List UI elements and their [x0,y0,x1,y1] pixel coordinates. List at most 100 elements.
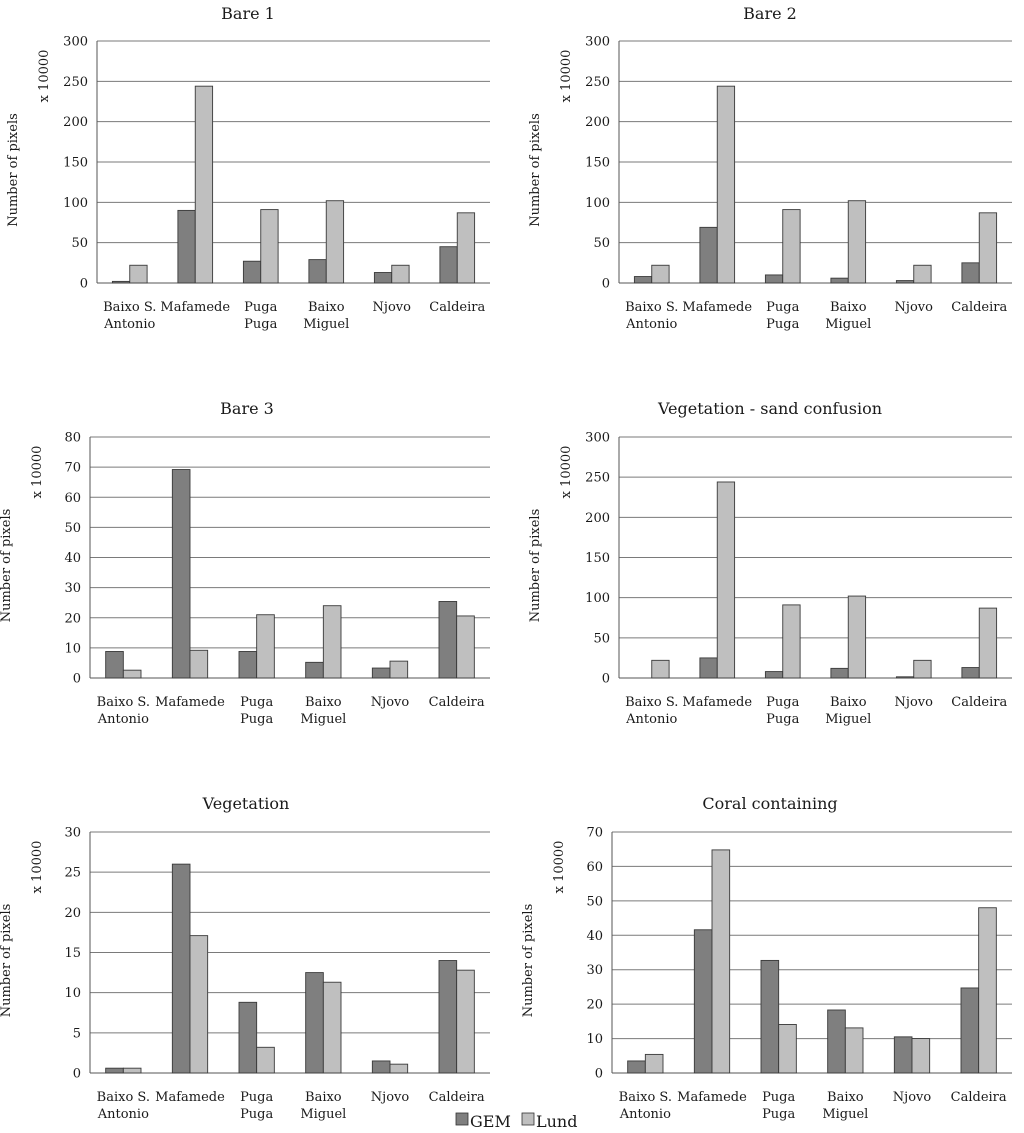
bar-gem-4 [305,972,324,1074]
bar-lund-2 [716,481,736,679]
x-category-label: Baixo S. Antonio [97,1090,150,1122]
bar-lund-1 [129,264,148,284]
legend-swatch-lund [521,1112,535,1126]
y-tick-label: 0 [73,1067,81,1082]
bar-lund-2 [716,85,736,284]
y-tick-label: 20 [64,906,81,921]
y-tick-label: 50 [593,631,610,646]
x-category-label: Mafamede [677,1090,747,1105]
y-tick-label: 15 [64,946,81,961]
y-multiplier-label: x 10000 [559,446,574,499]
x-category-label: Baixo S. Antonio [619,1090,672,1122]
y-tick-label: 30 [64,581,81,596]
x-category-label: Caldeira [951,695,1007,710]
x-category-label: Mafamede [682,300,752,315]
bar-lund-3 [778,1024,797,1074]
x-category-line: Mafamede [155,1090,225,1105]
x-category-line: Puga [240,695,273,710]
x-category-label: Baixo Miguel [825,695,871,727]
bar-lund-5 [911,1038,931,1074]
x-category-line: Puga [766,317,799,332]
bar-gem-2 [699,657,718,679]
x-category-line: Miguel [822,1107,868,1122]
x-category-line: Baixo S. [619,1090,672,1105]
bar-lund-2 [711,849,731,1074]
bar-gem-4 [308,259,327,284]
x-category-label: Njovo [371,695,410,710]
y-tick-label: 50 [586,894,603,909]
chart-5: Vegetation 0 5 10 15 20 25 30 x 10000 Number of p… [0,794,490,1122]
x-category-label: Njovo [373,300,412,315]
y-multiplier-label: x 10000 [30,841,45,894]
bar-gem-6 [961,262,980,284]
x-category-label: Baixo Miguel [300,1090,346,1122]
y-tick-label: 20 [586,998,603,1013]
y-tick-label: 40 [64,551,81,566]
y-tick-label: 250 [63,75,88,90]
bar-lund-6 [456,615,475,679]
bar-lund-3 [260,209,279,284]
bar-lund-6 [456,969,475,1074]
y-tick-label: 150 [585,156,610,171]
x-category-line: Njovo [371,1090,410,1105]
x-category-label: Njovo [371,1090,410,1105]
y-tick-label: 10 [586,1032,603,1047]
x-category-line: Njovo [895,695,934,710]
bar-lund-4 [325,200,345,284]
bar-gem-1 [633,276,653,284]
y-axis-label: Number of pixels [6,113,21,227]
x-category-line: Mafamede [160,300,230,315]
y-tick-label: 0 [602,277,610,292]
y-tick-label: 80 [64,431,81,446]
y-tick-label: 0 [595,1067,603,1082]
chart-1: Bare 1 0 50 100 150 200 250 300 x 10000 Number of… [6,4,490,332]
y-tick-label: 60 [64,491,81,506]
x-category-line: Puga [762,1107,795,1122]
x-category-label: Mafamede [155,1090,225,1105]
chart-4: Vegetation - sand confusion 0 50 100 150 200 2… [528,399,1012,727]
bar-lund-6 [978,607,998,679]
y-tick-label: 50 [71,236,88,251]
x-category-line: Antonio [97,712,149,727]
legend-label-gem: GEM [470,1112,511,1131]
legend-label-lund: Lund [536,1112,577,1131]
x-category-line: Njovo [373,300,412,315]
chart-6: Coral containing 0 10 20 30 40 50 60 70 x 10000 Nu… [521,794,1012,1122]
x-category-line: Mafamede [682,695,752,710]
y-tick-label: 300 [63,35,88,50]
chart-title: Coral containing [702,794,837,813]
bar-lund-6 [978,212,998,284]
x-category-label: Puga Puga [766,695,799,727]
x-category-label: Caldeira [429,300,485,315]
x-category-line: Njovo [371,695,410,710]
chart-3: Bare 3 0 10 20 30 40 50 60 70 80 x 10000 Number of … [0,399,490,727]
y-tick-label: 150 [63,156,88,171]
x-category-line: Miguel [825,712,871,727]
bar-gem-3 [760,959,780,1074]
x-category-line: Puga [762,1090,795,1105]
x-category-label: Njovo [893,1090,932,1105]
x-category-line: Miguel [300,1107,346,1122]
x-category-line: Puga [240,1107,273,1122]
x-category-line: Puga [766,712,799,727]
bar-gem-3 [242,260,262,284]
bar-gem-3 [238,651,258,679]
y-tick-label: 50 [64,521,81,536]
x-category-line: Miguel [825,317,871,332]
x-category-label: Caldeira [951,1090,1007,1105]
x-category-line: Baixo S. [97,695,150,710]
bar-gem-2 [171,863,191,1074]
x-category-line: Antonio [97,1107,149,1122]
y-multiplier-label: x 10000 [37,50,52,103]
y-tick-label: 100 [585,591,610,606]
bar-gem-6 [438,960,458,1074]
y-tick-label: 70 [64,461,81,476]
x-category-line: Caldeira [951,1090,1007,1105]
bar-lund-2 [189,649,209,679]
y-tick-label: 250 [585,75,610,90]
bar-lund-2 [189,935,209,1074]
x-category-line: Caldeira [429,300,485,315]
bar-gem-1 [105,1067,124,1074]
y-tick-label: 10 [64,986,81,1001]
y-tick-label: 250 [585,471,610,486]
